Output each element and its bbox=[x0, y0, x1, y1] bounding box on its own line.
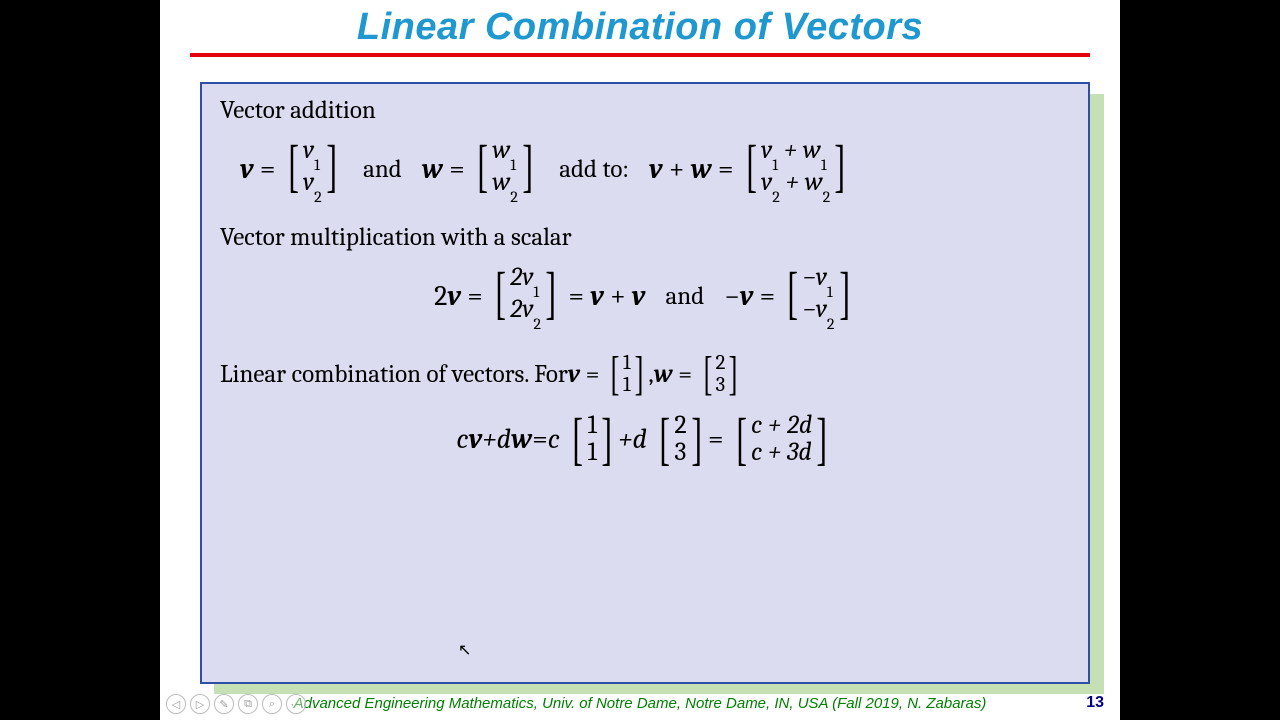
zoom-button[interactable]: ⌕ bbox=[262, 694, 282, 714]
vec-v: [ v1 v2 ] bbox=[284, 137, 341, 201]
vec-d23: [ 2 3 ] bbox=[655, 410, 706, 468]
view-button[interactable]: ⧉ bbox=[238, 694, 258, 714]
text-and: and bbox=[363, 155, 402, 184]
prev-button[interactable]: ◁ bbox=[166, 694, 186, 714]
content-box: Vector addition v = [ v1 v2 ] and w = [ … bbox=[200, 82, 1090, 684]
text-addto: add to: bbox=[559, 155, 629, 184]
section1-label: Vector addition bbox=[220, 96, 1070, 125]
title-underline bbox=[190, 53, 1090, 57]
vec-sum: [ v1 + w1 v2 + w2 ] bbox=[742, 137, 850, 201]
vec-w: [ w1 w2 ] bbox=[473, 137, 537, 201]
vec-c11: [ 1 1 ] bbox=[568, 410, 616, 468]
vec-w-small: [ 2 3 ] bbox=[700, 350, 742, 398]
section3-label: Linear combination of vectors. For v = [… bbox=[220, 350, 1070, 398]
more-button[interactable]: ⋯ bbox=[286, 694, 306, 714]
sym-w: w bbox=[422, 153, 443, 185]
eq-vector-addition: v = [ v1 v2 ] and w = [ w1 w2 ] add to: … bbox=[220, 137, 1070, 201]
eq-linear-comb: cv + dw = c [ 1 1 ] + d [ 2 3 ] = bbox=[220, 410, 1070, 468]
vec-negv: [ −v1 −v2 ] bbox=[783, 264, 854, 328]
sym-v: v bbox=[240, 153, 254, 185]
presentation-controls: ◁ ▷ ✎ ⧉ ⌕ ⋯ bbox=[166, 694, 306, 714]
pen-button[interactable]: ✎ bbox=[214, 694, 234, 714]
vec-2v: [ 2v1 2v2 ] bbox=[491, 264, 560, 328]
next-button[interactable]: ▷ bbox=[190, 694, 210, 714]
vec-result: [ c + 2d c + 3d ] bbox=[732, 410, 832, 468]
page-number: 13 bbox=[1086, 694, 1104, 712]
vec-v-small: [ 1 1 ] bbox=[607, 350, 647, 398]
eq-scalar-mult: 2v = [ 2v1 2v2 ] = v + v and − v = [ −v1… bbox=[220, 264, 1070, 328]
section2-label: Vector multiplication with a scalar bbox=[220, 223, 1070, 252]
slide-title: Linear Combination of Vectors bbox=[160, 0, 1120, 49]
